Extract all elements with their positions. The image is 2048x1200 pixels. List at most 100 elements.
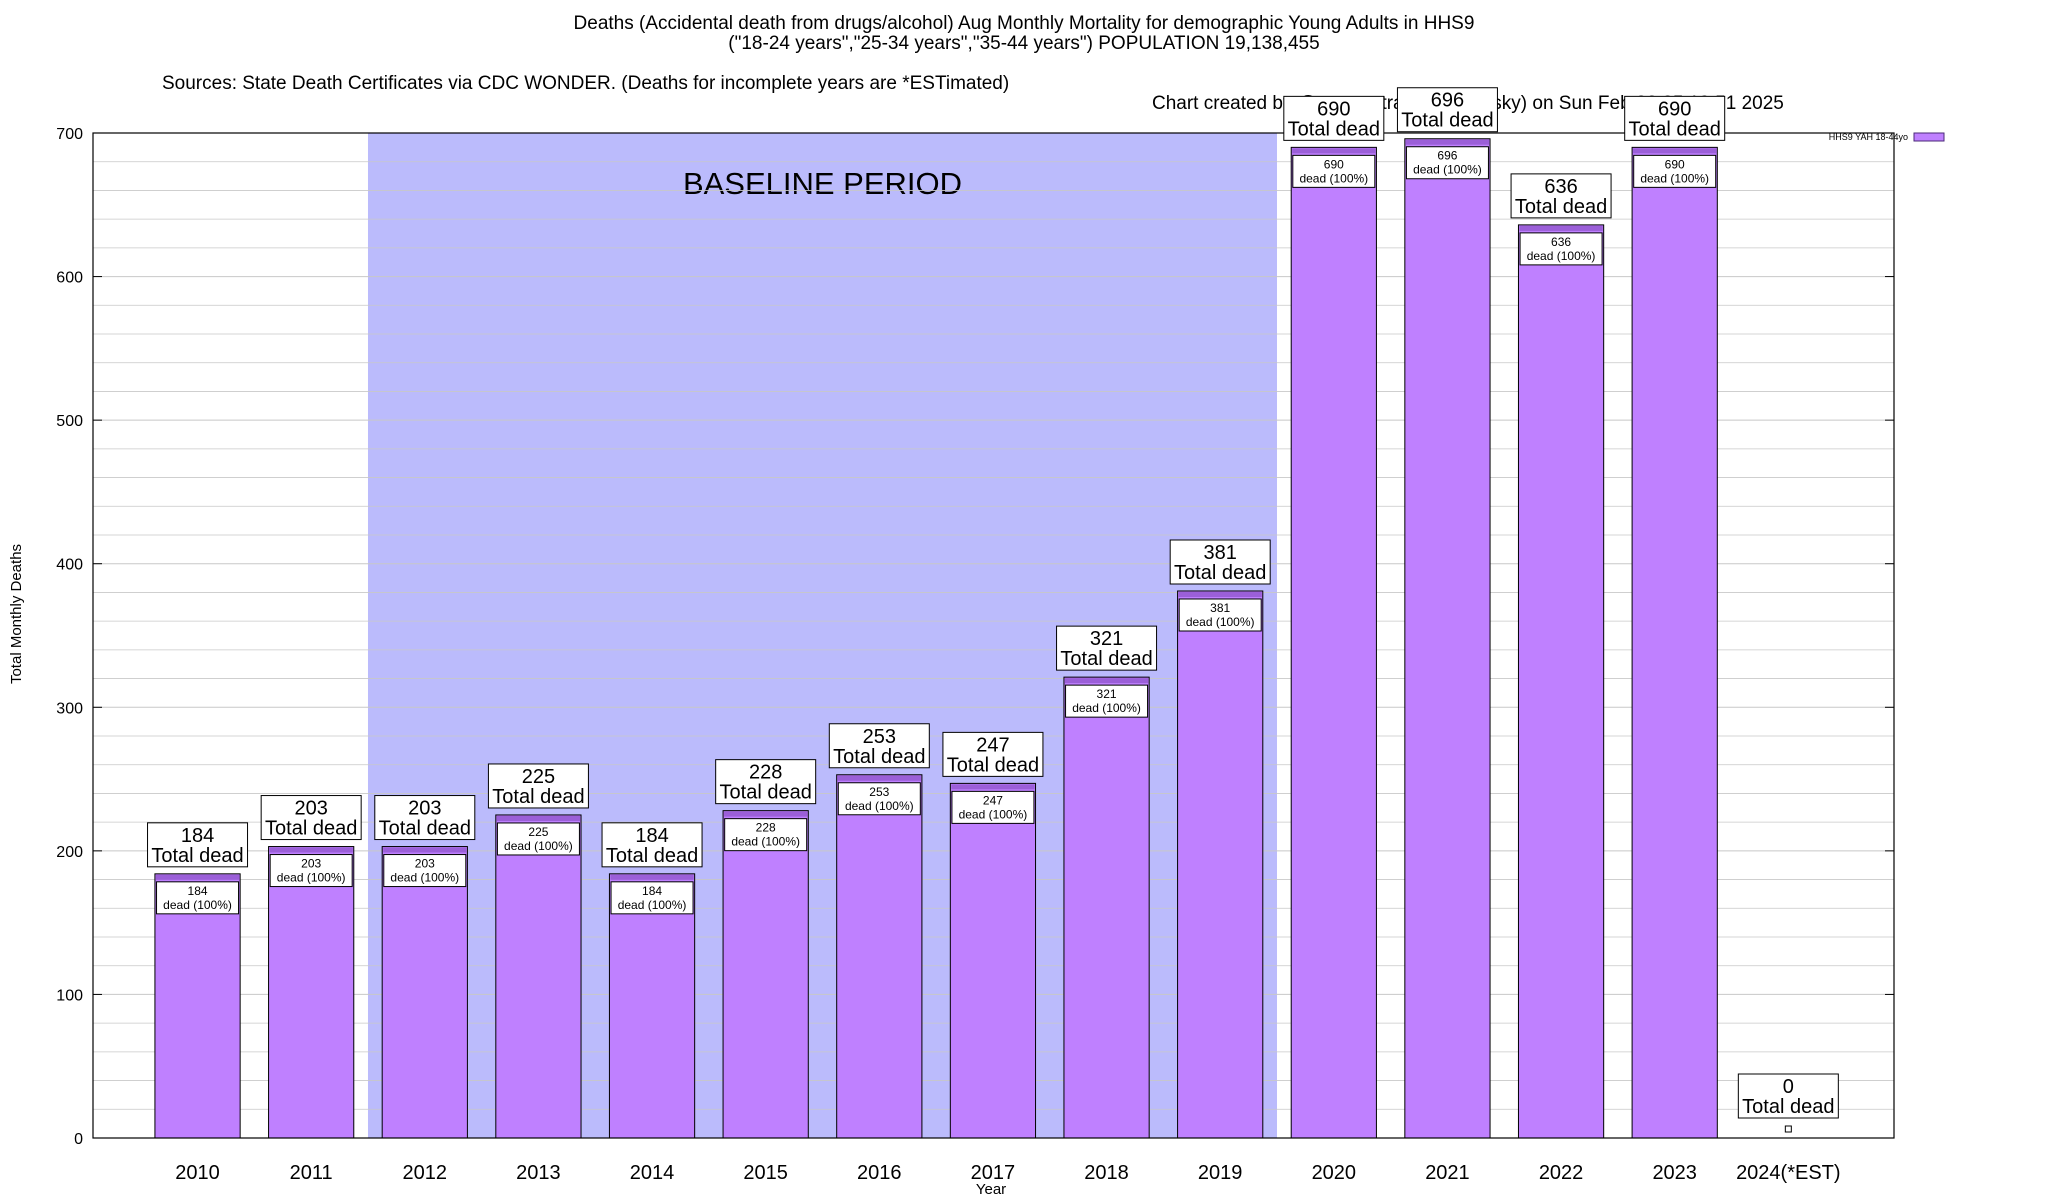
x-tick-label: 2017 <box>971 1162 1016 1184</box>
bar-cap <box>951 784 1035 790</box>
inner-label-box <box>496 822 580 856</box>
top-label-box <box>1737 1073 1839 1119</box>
top-label-suffix: Total dead <box>1629 118 1721 140</box>
top-label-box <box>828 723 930 769</box>
y-tick-label: 600 <box>56 270 83 287</box>
top-label-box <box>487 763 589 809</box>
top-label-value: 228 <box>749 762 782 784</box>
top-label-box <box>1169 539 1271 585</box>
bar <box>381 846 468 1139</box>
top-label-suffix: Total dead <box>492 786 584 808</box>
inner-label-box <box>1292 154 1376 188</box>
bar-cap <box>1633 148 1717 154</box>
legend: HHS9 YAH 18-44yo <box>1829 132 1945 142</box>
bar <box>1631 146 1718 1139</box>
y-tick-label: 500 <box>56 413 83 430</box>
inner-label-value: 696 <box>1437 149 1457 163</box>
bar <box>1290 146 1377 1139</box>
bar-cap <box>610 874 694 880</box>
bar <box>722 810 809 1139</box>
inner-label-suffix: dead (100%) <box>618 898 687 912</box>
inner-label-box <box>1519 232 1603 266</box>
inner-label-suffix: dead (100%) <box>1527 249 1596 263</box>
bar-cap <box>1519 225 1603 231</box>
x-tick-label: 2018 <box>1084 1162 1129 1184</box>
x-tick-label: 2011 <box>290 1162 333 1184</box>
inner-label-suffix: dead (100%) <box>1413 163 1482 177</box>
bar-cap <box>1405 139 1490 145</box>
inner-label-box <box>837 782 921 816</box>
top-label-suffix: Total dead <box>1174 562 1266 584</box>
top-label-suffix: Total dead <box>1288 118 1380 140</box>
bar-cap <box>269 847 353 853</box>
bar <box>1063 676 1150 1139</box>
title-line-1: Deaths (Accidental death from drugs/alco… <box>573 13 1475 34</box>
y-tick-label: 200 <box>56 844 83 861</box>
y-tick-label: 100 <box>56 987 83 1004</box>
x-tick-label: 2021 <box>1425 1162 1470 1184</box>
inner-label-value: 228 <box>756 821 776 835</box>
title-line-2: ("18-24 years","25-34 years","35-44 year… <box>728 33 1320 54</box>
y-axis-label: Total Monthly Deaths <box>8 544 25 684</box>
top-label-value: 0 <box>1783 1076 1794 1098</box>
bar-cap <box>155 874 240 880</box>
top-label-box <box>260 795 362 841</box>
inner-label-suffix: dead (100%) <box>1072 701 1141 715</box>
bar <box>1177 590 1264 1139</box>
sources-text: Sources: State Death Certificates via CD… <box>162 73 1010 94</box>
inner-label-value: 184 <box>188 884 208 898</box>
bar-cap <box>383 847 467 853</box>
top-label-box <box>715 759 817 805</box>
x-tick-label: 2019 <box>1198 1162 1243 1184</box>
top-label-suffix: Total dead <box>1742 1096 1834 1118</box>
inner-label-suffix: dead (100%) <box>1186 615 1255 629</box>
inner-label-value: 381 <box>1210 601 1230 615</box>
top-label-value: 690 <box>1658 98 1691 120</box>
inner-label-suffix: dead (100%) <box>959 807 1028 821</box>
top-label-value: 184 <box>635 825 668 847</box>
top-label-box <box>1624 95 1726 141</box>
top-label-value: 696 <box>1431 90 1464 112</box>
inner-label-box <box>951 790 1035 824</box>
x-tick-label: 2010 <box>175 1162 220 1184</box>
bar <box>836 774 923 1139</box>
x-tick-label: 2023 <box>1652 1162 1697 1184</box>
inner-label-box <box>724 818 808 852</box>
top-label-suffix: Total dead <box>379 818 471 840</box>
plot-frame <box>92 132 1895 1139</box>
top-label-value: 381 <box>1203 542 1236 564</box>
bar <box>1517 224 1605 1139</box>
inner-label-box <box>269 854 353 888</box>
top-label-suffix: Total dead <box>606 845 698 867</box>
y-tick-label: 400 <box>56 557 83 574</box>
bar <box>949 782 1037 1139</box>
bar <box>495 814 582 1139</box>
inner-label-box <box>1065 684 1149 718</box>
top-label-suffix: Total dead <box>947 754 1039 776</box>
legend-label: HHS9 YAH 18-44yo <box>1829 132 1908 142</box>
top-label-suffix: Total dead <box>1401 110 1493 132</box>
inner-label-value: 247 <box>983 793 1003 807</box>
bar <box>1404 138 1491 1139</box>
bar <box>154 873 241 1139</box>
inner-label-value: 203 <box>301 857 321 871</box>
bar-cap <box>837 775 921 781</box>
y-tick-label: 0 <box>74 1131 83 1148</box>
inner-label-suffix: dead (100%) <box>504 839 573 853</box>
inner-label-value: 225 <box>528 825 548 839</box>
top-label-suffix: Total dead <box>720 782 812 804</box>
top-label-value: 203 <box>294 798 327 820</box>
x-tick-label: 2014 <box>630 1162 675 1184</box>
top-label-value: 690 <box>1317 98 1350 120</box>
inner-label-box <box>156 881 240 915</box>
bar <box>608 873 696 1139</box>
y-tick-label: 700 <box>56 126 83 143</box>
bar-cap <box>1178 591 1262 597</box>
top-label-box <box>147 822 249 868</box>
inner-label-value: 203 <box>415 857 435 871</box>
inner-label-suffix: dead (100%) <box>731 835 800 849</box>
top-label-suffix: Total dead <box>833 746 925 768</box>
x-tick-label: 2013 <box>516 1162 561 1184</box>
top-label-suffix: Total dead <box>265 818 357 840</box>
bar-cap <box>1064 678 1149 684</box>
